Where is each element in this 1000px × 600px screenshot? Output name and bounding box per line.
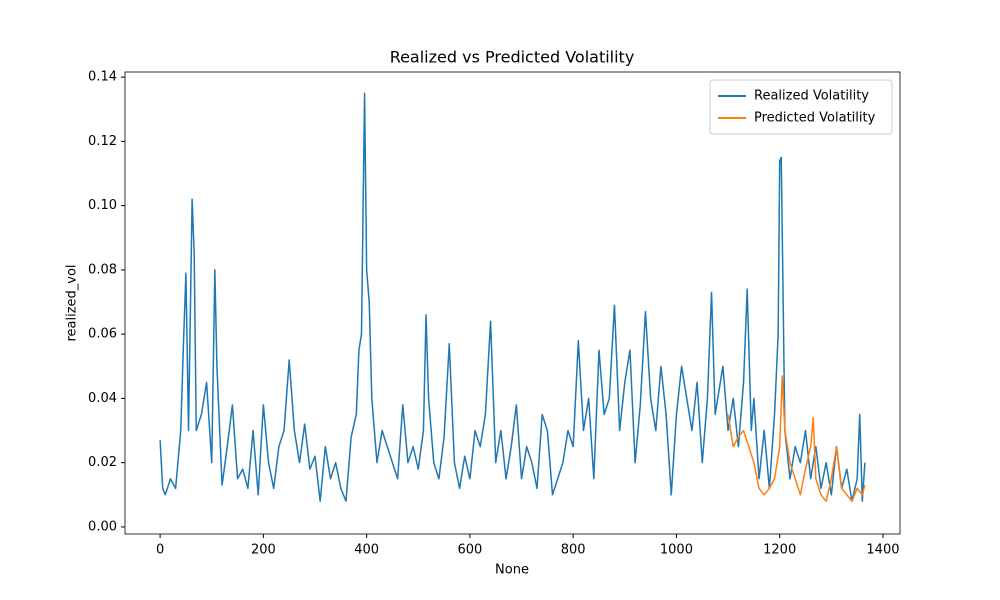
x-tick-label: 600 — [457, 543, 482, 558]
x-tick-label: 400 — [354, 543, 379, 558]
y-tick-label: 0.10 — [88, 198, 117, 213]
legend-label: Realized Volatility — [754, 89, 869, 104]
plot-frame — [124, 71, 901, 535]
data-line — [159, 92, 866, 502]
chart-title: Realized vs Predicted Volatility — [390, 48, 635, 67]
legend-label: Predicted Volatility — [754, 111, 876, 126]
data-line — [727, 375, 866, 502]
x-tick-label: 1000 — [660, 543, 693, 558]
y-tick-label: 0.00 — [88, 519, 117, 534]
x-tick-label: 1200 — [763, 543, 796, 558]
y-tick-label: 0.06 — [88, 327, 117, 342]
y-axis-label: realized_vol — [65, 264, 80, 341]
x-axis-label: None — [495, 563, 529, 578]
y-tick-label: 0.02 — [88, 455, 117, 470]
y-tick-label: 0.14 — [88, 70, 117, 85]
y-tick-label: 0.04 — [88, 391, 117, 406]
x-tick-label: 1400 — [866, 543, 899, 558]
legend-box — [709, 79, 893, 135]
y-tick-label: 0.08 — [88, 262, 117, 277]
x-tick-label: 0 — [156, 543, 164, 558]
x-tick-label: 800 — [561, 543, 586, 558]
x-tick-label: 200 — [251, 543, 276, 558]
y-tick-label: 0.12 — [88, 134, 117, 149]
